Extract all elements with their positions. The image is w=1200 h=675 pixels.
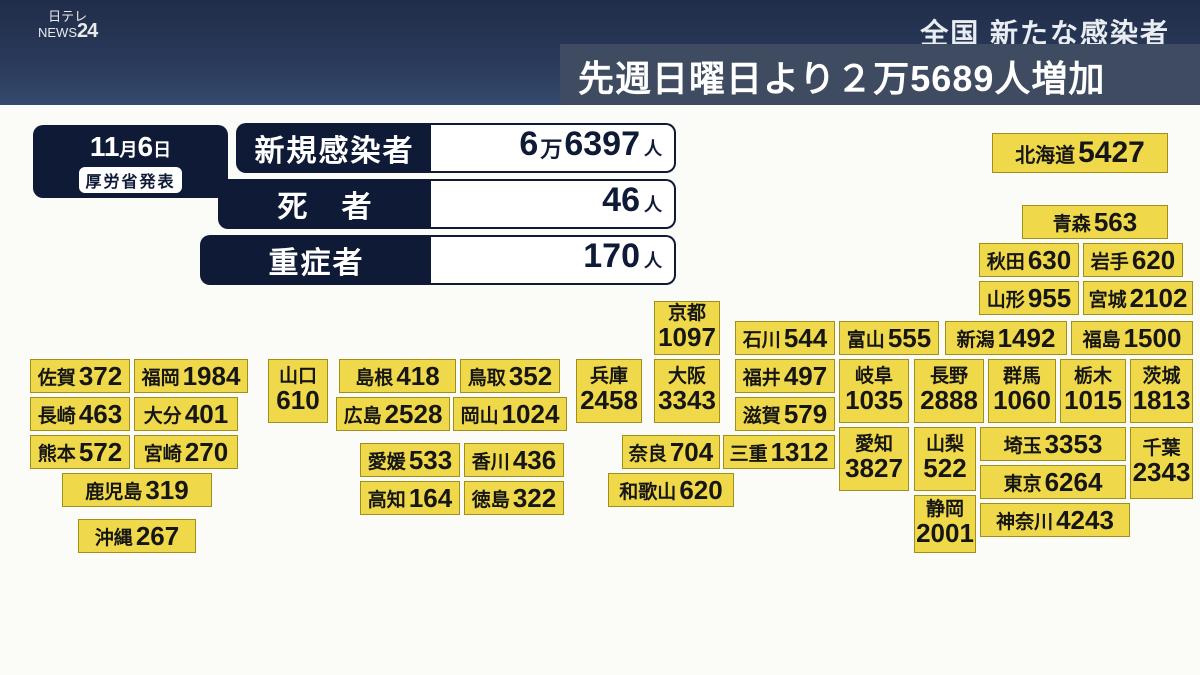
pref-kochi: 高知164 bbox=[360, 481, 460, 515]
pref-mie: 三重1312 bbox=[723, 435, 835, 469]
pref-fukuoka: 福岡1984 bbox=[134, 359, 248, 393]
pref-miyagi: 宮城2102 bbox=[1083, 281, 1193, 315]
stat-label-severe: 重症者 bbox=[200, 235, 431, 285]
top-banner: 日テレ NEWS24 全国 新たな感染者 先週日曜日より２万5689人増加 bbox=[0, 0, 1200, 105]
pref-aichi: 愛知3827 bbox=[839, 427, 909, 491]
stat-value-newcases: 6万6397人 bbox=[431, 123, 676, 173]
pref-shizuoka: 静岡2001 bbox=[914, 495, 976, 553]
pref-osaka: 大阪3343 bbox=[654, 359, 720, 423]
newcases-man: 6 bbox=[519, 125, 538, 164]
channel-logo: 日テレ NEWS24 bbox=[38, 10, 97, 40]
pref-kumamoto: 熊本572 bbox=[30, 435, 130, 469]
severe-val: 170 bbox=[583, 237, 640, 276]
pref-fukushima: 福島1500 bbox=[1071, 321, 1193, 355]
pref-akita: 秋田630 bbox=[979, 243, 1079, 277]
pref-nagano: 長野2888 bbox=[914, 359, 984, 423]
pref-niigata: 新潟1492 bbox=[945, 321, 1067, 355]
date-month-unit: 月 bbox=[120, 140, 138, 160]
date-badge: 11月6日 厚労省発表 bbox=[33, 125, 228, 198]
date-day: 6 bbox=[138, 131, 154, 162]
stat-label-newcases: 新規感染者 bbox=[236, 123, 431, 173]
pref-yamanashi: 山梨522 bbox=[914, 427, 976, 491]
pref-okayama: 岡山1024 bbox=[453, 397, 567, 431]
stat-value-severe: 170人 bbox=[431, 235, 676, 285]
deaths-unit: 人 bbox=[644, 191, 662, 217]
date-day-unit: 日 bbox=[153, 140, 171, 160]
pref-tokushima: 徳島322 bbox=[464, 481, 564, 515]
pref-miyazaki: 宮崎270 bbox=[134, 435, 238, 469]
pref-val: 5427 bbox=[1078, 136, 1145, 170]
pref-shimane: 島根418 bbox=[339, 359, 456, 393]
pref-tokyo: 東京6264 bbox=[980, 465, 1126, 499]
pref-saitama: 埼玉3353 bbox=[980, 427, 1126, 461]
pref-ishikawa: 石川544 bbox=[735, 321, 835, 355]
pref-kagoshima: 鹿児島319 bbox=[62, 473, 212, 507]
pref-hiroshima: 広島2528 bbox=[336, 397, 450, 431]
pref-okinawa: 沖縄267 bbox=[78, 519, 196, 553]
newcases-rest: 6397 bbox=[564, 125, 640, 164]
banner-headline: 先週日曜日より２万5689人増加 bbox=[560, 44, 1200, 108]
pref-toyama: 富山555 bbox=[839, 321, 939, 355]
stat-row-severe: 重症者 170人 bbox=[200, 235, 676, 285]
pref-gifu: 岐阜1035 bbox=[839, 359, 909, 423]
pref-kagawa: 香川436 bbox=[464, 443, 564, 477]
pref-ibaraki: 茨城1813 bbox=[1130, 359, 1193, 423]
stat-row-newcases: 新規感染者 6万6397人 bbox=[236, 123, 676, 173]
pref-ehime: 愛媛533 bbox=[360, 443, 460, 477]
pref-gunma: 群馬1060 bbox=[988, 359, 1056, 423]
date-line: 11月6日 bbox=[39, 131, 222, 163]
logo-24: 24 bbox=[77, 20, 97, 42]
pref-yamagata: 山形955 bbox=[979, 281, 1079, 315]
newcases-unit: 人 bbox=[644, 135, 662, 161]
pref-kanagawa: 神奈川4243 bbox=[980, 503, 1130, 537]
newcases-man-u: 万 bbox=[540, 132, 562, 164]
stat-row-deaths: 死 者 46人 bbox=[218, 179, 676, 229]
stat-label-deaths: 死 者 bbox=[218, 179, 431, 229]
pref-hokkaido: 北海道5427 bbox=[992, 133, 1168, 173]
pref-hyogo: 兵庫2458 bbox=[576, 359, 642, 423]
severe-unit: 人 bbox=[644, 247, 662, 273]
pref-nara: 奈良704 bbox=[622, 435, 720, 469]
date-month: 11 bbox=[90, 131, 120, 162]
pref-tottori: 鳥取352 bbox=[460, 359, 560, 393]
pref-nagasaki: 長崎463 bbox=[30, 397, 130, 431]
pref-yamaguchi: 山口610 bbox=[268, 359, 328, 423]
pref-oita: 大分401 bbox=[134, 397, 238, 431]
pref-chiba: 千葉2343 bbox=[1130, 427, 1193, 499]
pref-name: 北海道 bbox=[1015, 139, 1075, 168]
pref-fukui: 福井497 bbox=[735, 359, 835, 393]
pref-iwate: 岩手620 bbox=[1083, 243, 1183, 277]
stat-value-deaths: 46人 bbox=[431, 179, 676, 229]
pref-aomori: 青森563 bbox=[1022, 205, 1168, 239]
content-area: 11月6日 厚労省発表 新規感染者 6万6397人 死 者 46人 重症者 17… bbox=[0, 105, 1200, 675]
pref-saga: 佐賀372 bbox=[30, 359, 130, 393]
pref-wakayama: 和歌山620 bbox=[608, 473, 734, 507]
pref-tochigi: 栃木1015 bbox=[1060, 359, 1126, 423]
pref-kyoto: 京都1097 bbox=[654, 301, 720, 355]
deaths-val: 46 bbox=[602, 181, 640, 220]
date-source: 厚労省発表 bbox=[79, 167, 181, 193]
pref-shiga: 滋賀579 bbox=[735, 397, 835, 431]
logo-line2: NEWS bbox=[38, 25, 77, 40]
